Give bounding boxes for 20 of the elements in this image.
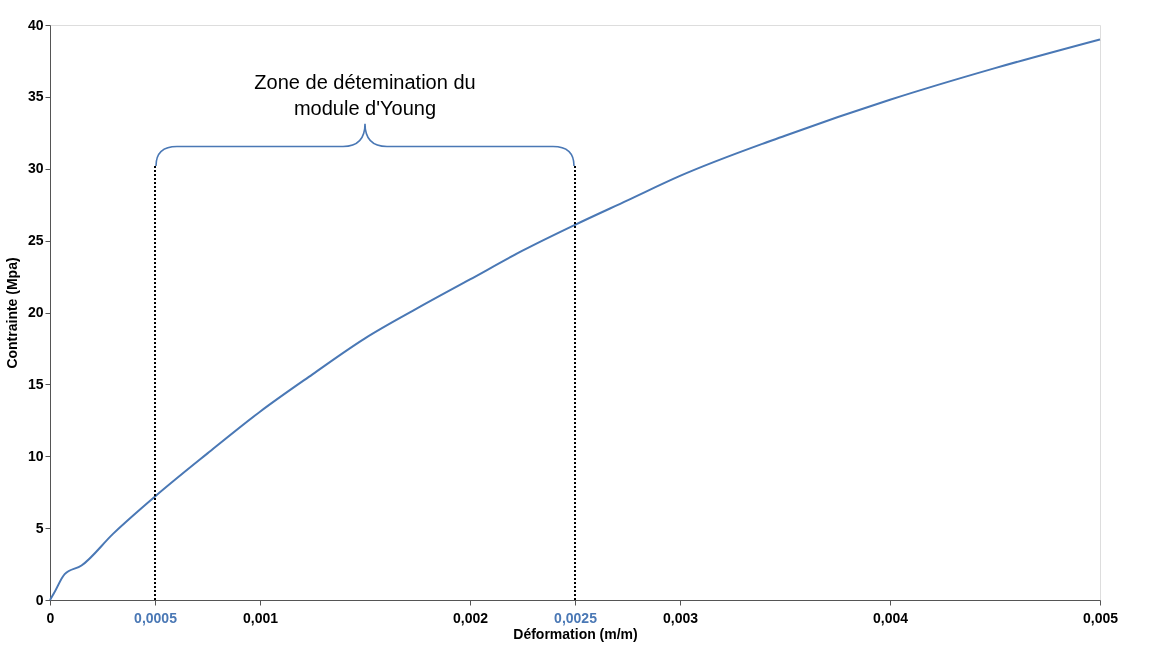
x-tick-label: 0,0005 bbox=[134, 609, 178, 626]
x-tick-label: 0,005 bbox=[1082, 609, 1119, 626]
x-tick-label: 0,003 bbox=[662, 609, 699, 626]
y-tick-label: 5 bbox=[35, 519, 44, 536]
y-tick-label: 0 bbox=[35, 591, 44, 608]
y-tick-label: 35 bbox=[27, 88, 44, 105]
x-tick-label: 0,004 bbox=[872, 609, 909, 626]
x-tick-label: 0,0025 bbox=[554, 609, 598, 626]
x-axis-title: Déformation (m/m) bbox=[513, 625, 638, 642]
y-tick-label: 15 bbox=[27, 375, 44, 392]
y-tick-label: 25 bbox=[27, 232, 44, 249]
y-tick-label: 20 bbox=[27, 304, 44, 320]
x-tick-label: 0 bbox=[46, 609, 55, 626]
annotation: Zone de détemination du module d'Young bbox=[254, 70, 476, 119]
x-tick-label: 0,002 bbox=[452, 609, 489, 626]
y-tick-label: 30 bbox=[27, 160, 44, 177]
y-tick-label: 40 bbox=[27, 16, 44, 33]
y-tick-label: 10 bbox=[27, 447, 44, 464]
y-axis-title: Contrainte (Mpa) bbox=[3, 257, 20, 369]
x-tick-label: 0,001 bbox=[242, 609, 279, 626]
